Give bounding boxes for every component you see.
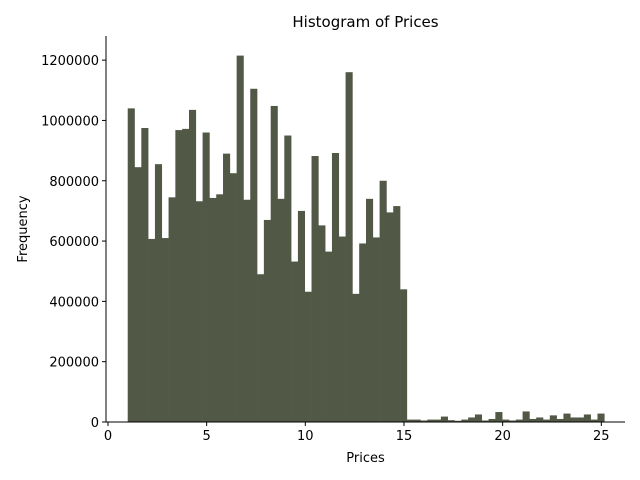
histogram-bar — [304, 291, 312, 422]
histogram-bar — [154, 164, 163, 422]
histogram-bar — [365, 198, 374, 422]
histogram-bar — [461, 419, 469, 422]
x-tick-label: 15 — [396, 429, 413, 444]
histogram-bar — [543, 419, 551, 422]
histogram-bar — [161, 238, 169, 422]
histogram-bar — [318, 225, 326, 422]
histogram-bar — [338, 236, 346, 422]
histogram-bar — [400, 289, 408, 422]
histogram-bar — [393, 206, 401, 422]
histogram-bar — [263, 219, 271, 422]
histogram-bar — [270, 105, 278, 423]
x-tick-label: 20 — [494, 429, 511, 444]
histogram-bar — [202, 132, 210, 422]
x-tick-label: 25 — [593, 429, 610, 444]
x-tick-label: 5 — [203, 429, 211, 444]
bars-group — [127, 55, 605, 423]
histogram-bar — [386, 212, 394, 422]
histogram-bar — [583, 414, 591, 422]
x-axis-label: Prices — [346, 451, 385, 466]
histogram-bar — [481, 420, 489, 422]
histogram-bar — [134, 167, 142, 422]
chart-title: Histogram of Prices — [292, 13, 438, 31]
histogram-bar — [359, 243, 367, 422]
histogram-bar — [502, 419, 510, 422]
histogram-bar — [243, 199, 251, 422]
histogram-bar — [468, 417, 476, 422]
y-tick-label: 200000 — [49, 356, 99, 371]
histogram-bar — [331, 153, 340, 422]
histogram-bar — [379, 180, 387, 422]
histogram-bar — [454, 420, 462, 422]
histogram-bar — [175, 130, 183, 422]
histogram-bar — [556, 418, 564, 422]
histogram-bar — [216, 194, 224, 422]
histogram-bar — [311, 156, 319, 422]
histogram-bar — [427, 419, 435, 422]
y-tick-label: 800000 — [49, 175, 99, 190]
y-axis-label: Frequency — [16, 195, 31, 262]
x-tick-label: 10 — [297, 429, 314, 444]
y-tick-label: 0 — [91, 416, 99, 431]
histogram-bar — [127, 108, 135, 423]
histogram-bar — [284, 135, 292, 422]
y-tick-label: 600000 — [49, 235, 99, 250]
histogram-bar — [209, 197, 217, 422]
histogram-bar — [515, 419, 523, 422]
histogram-bar — [488, 418, 496, 422]
histogram-bar — [549, 415, 557, 422]
histogram-bar — [257, 274, 265, 422]
histogram-bar — [474, 414, 483, 422]
histogram-bar — [148, 238, 156, 422]
histogram-bar — [277, 198, 285, 422]
histogram-bar — [434, 419, 442, 422]
histogram-bar — [236, 55, 244, 422]
histogram-bar — [590, 419, 598, 422]
histogram-bar — [577, 417, 585, 422]
histogram-bar — [223, 153, 231, 423]
histogram-bar — [440, 416, 448, 422]
histogram-bar — [563, 413, 571, 422]
histogram-bar — [536, 417, 544, 422]
histogram-bar — [406, 419, 414, 422]
histogram-bar — [229, 173, 237, 422]
histogram-bar — [495, 412, 503, 422]
y-tick-label: 400000 — [49, 295, 99, 310]
histogram-bar — [297, 210, 306, 422]
histogram-bar — [325, 251, 333, 422]
y-tick-label: 1200000 — [41, 54, 99, 69]
histogram-bar — [447, 420, 455, 422]
histogram-bar — [345, 72, 353, 422]
histogram-bar — [188, 109, 197, 422]
histogram-bar — [522, 411, 530, 422]
x-tick-label: 0 — [104, 429, 112, 444]
histogram-bar — [168, 197, 176, 422]
histogram-bar — [420, 420, 428, 422]
histogram-bar — [291, 261, 299, 422]
histogram-bar — [413, 419, 421, 422]
histogram-bar — [141, 127, 149, 422]
y-tick-label: 1000000 — [41, 114, 99, 129]
histogram-bar — [182, 128, 190, 422]
histogram-bar — [508, 420, 517, 422]
histogram-bar — [250, 88, 258, 423]
histogram-bar — [352, 293, 360, 422]
y-axis-ticks: 0 200000 400000 600000 800000 1000000 1200000 — [41, 54, 106, 431]
histogram-bar — [529, 418, 537, 422]
histogram-bar — [195, 201, 203, 422]
histogram-bar — [372, 237, 380, 422]
histogram-bar — [597, 413, 605, 422]
histogram-bar — [570, 417, 578, 422]
x-axis-ticks: 0 5 10 15 20 25 — [104, 422, 610, 444]
